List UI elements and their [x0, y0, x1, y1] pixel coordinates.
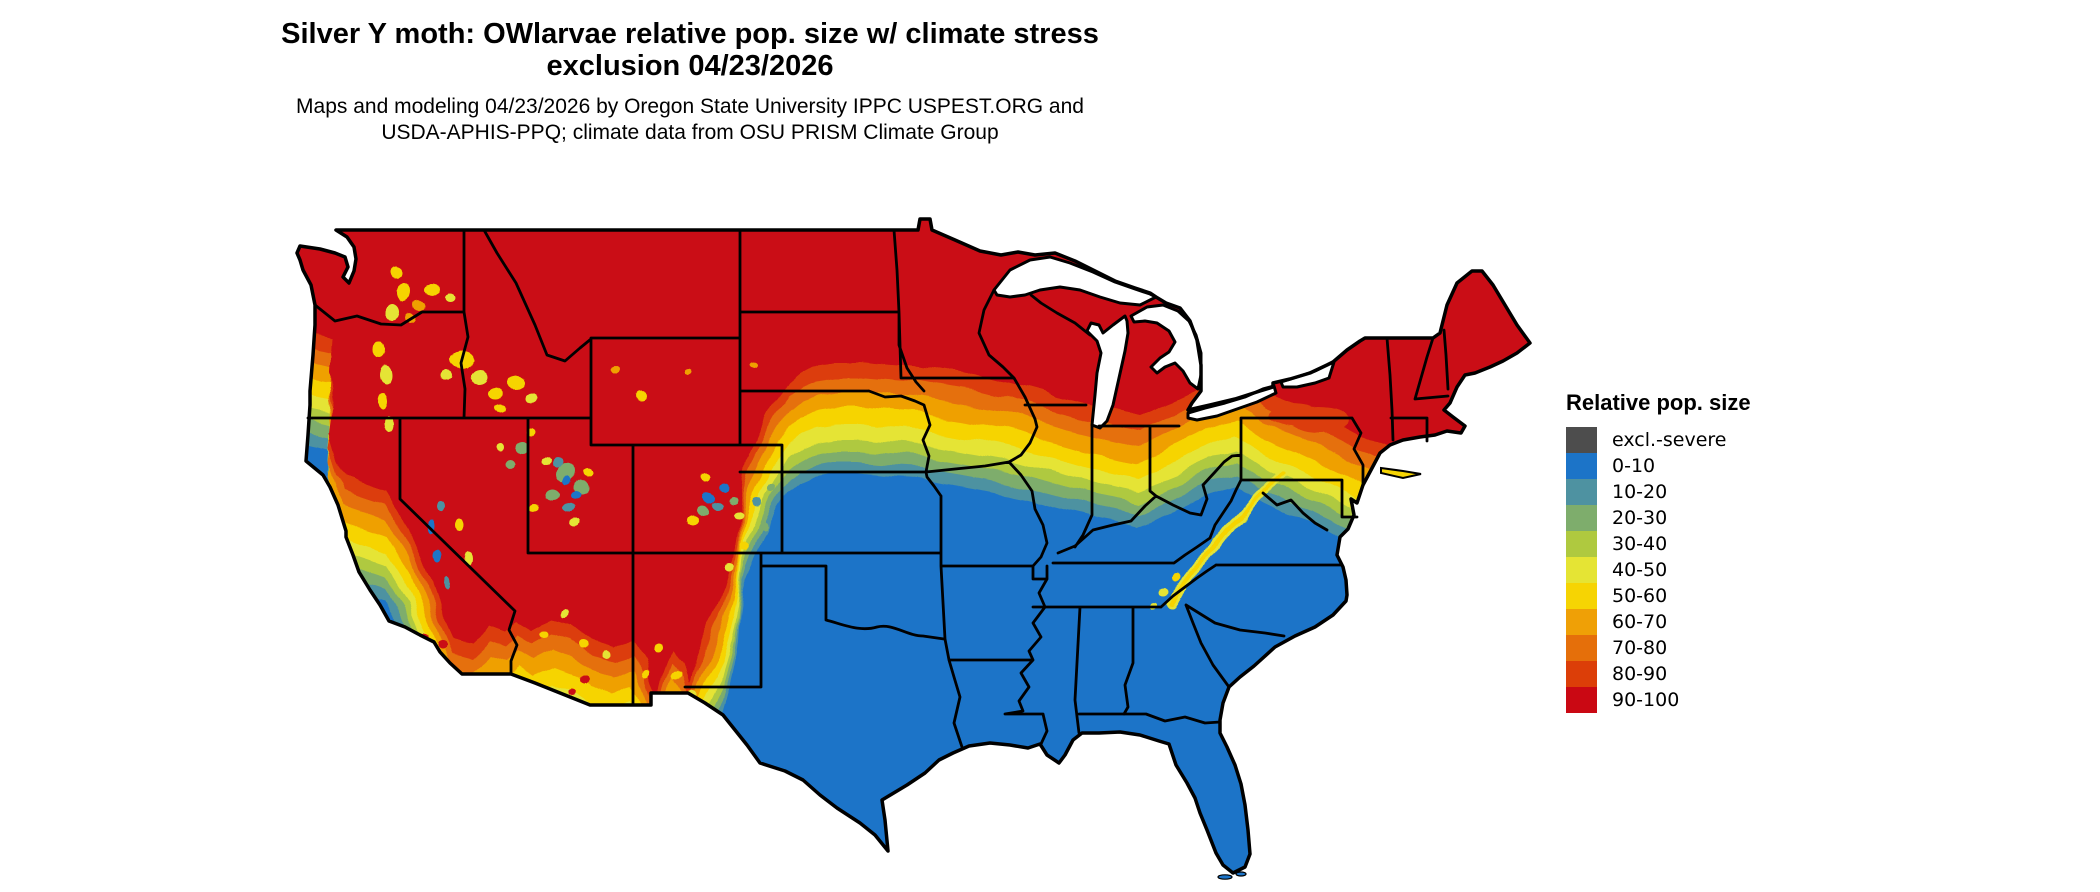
title-block: Silver Y moth: OWlarvae relative pop. si…: [0, 18, 1380, 146]
legend-item: 40-50: [1566, 557, 1826, 583]
legend-label: 80-90: [1612, 663, 1668, 685]
legend-item: 90-100: [1566, 687, 1826, 713]
florida-keys: [1217, 871, 1247, 880]
legend-item: 60-70: [1566, 609, 1826, 635]
map-title-line2: exclusion 04/23/2026: [546, 50, 834, 82]
legend-swatch-40-50: [1566, 557, 1597, 583]
us-outline: [295, 217, 1532, 875]
map-subtitle-line2: USDA-APHIS-PPQ; climate data from OSU PR…: [381, 121, 999, 144]
legend-item: 50-60: [1566, 583, 1826, 609]
lake-michigan: [1085, 314, 1130, 430]
legend-label: 30-40: [1612, 533, 1668, 555]
legend-label: 60-70: [1612, 611, 1668, 633]
legend-item: excl.-severe: [1566, 427, 1826, 453]
legend-swatch-10-20: [1566, 479, 1597, 505]
legend-swatch-50-60: [1566, 583, 1597, 609]
subtitle-block: Maps and modeling 04/23/2026 by Oregon S…: [0, 94, 1380, 146]
legend-label: 50-60: [1612, 585, 1668, 607]
map-title-line1: Silver Y moth: OWlarvae relative pop. si…: [281, 18, 1099, 50]
legend-item: 30-40: [1566, 531, 1826, 557]
legend-item: 20-30: [1566, 505, 1826, 531]
legend-swatch-80-90: [1566, 661, 1597, 687]
legend-label: 10-20: [1612, 481, 1668, 503]
legend: Relative pop. size excl.-severe 0-10 10-…: [1566, 390, 1826, 713]
legend-label: excl.-severe: [1612, 429, 1727, 451]
legend-swatch-90-100: [1566, 687, 1597, 713]
legend-title: Relative pop. size: [1566, 390, 1751, 415]
lake-superior: [992, 255, 1158, 307]
us-map: [235, 175, 1535, 880]
legend-label: 40-50: [1612, 559, 1668, 581]
legend-item: 80-90: [1566, 661, 1826, 687]
legend-item: 70-80: [1566, 635, 1826, 661]
us-map-svg: [295, 217, 1532, 880]
legend-swatch-0-10: [1566, 453, 1597, 479]
legend-label: 70-80: [1612, 637, 1668, 659]
legend-label: 20-30: [1612, 507, 1668, 529]
legend-item: 0-10: [1566, 453, 1826, 479]
legend-swatch-excl-severe: [1566, 427, 1597, 453]
map-subtitle-line1: Maps and modeling 04/23/2026 by Oregon S…: [296, 95, 1084, 118]
state-borders: [306, 228, 1450, 749]
legend-swatch-20-30: [1566, 505, 1597, 531]
legend-swatch-70-80: [1566, 635, 1597, 661]
legend-label: 90-100: [1612, 689, 1680, 711]
long-island: [1380, 466, 1422, 480]
legend-swatch-30-40: [1566, 531, 1597, 557]
legend-item: 10-20: [1566, 479, 1826, 505]
legend-swatch-60-70: [1566, 609, 1597, 635]
legend-label: 0-10: [1612, 455, 1656, 477]
